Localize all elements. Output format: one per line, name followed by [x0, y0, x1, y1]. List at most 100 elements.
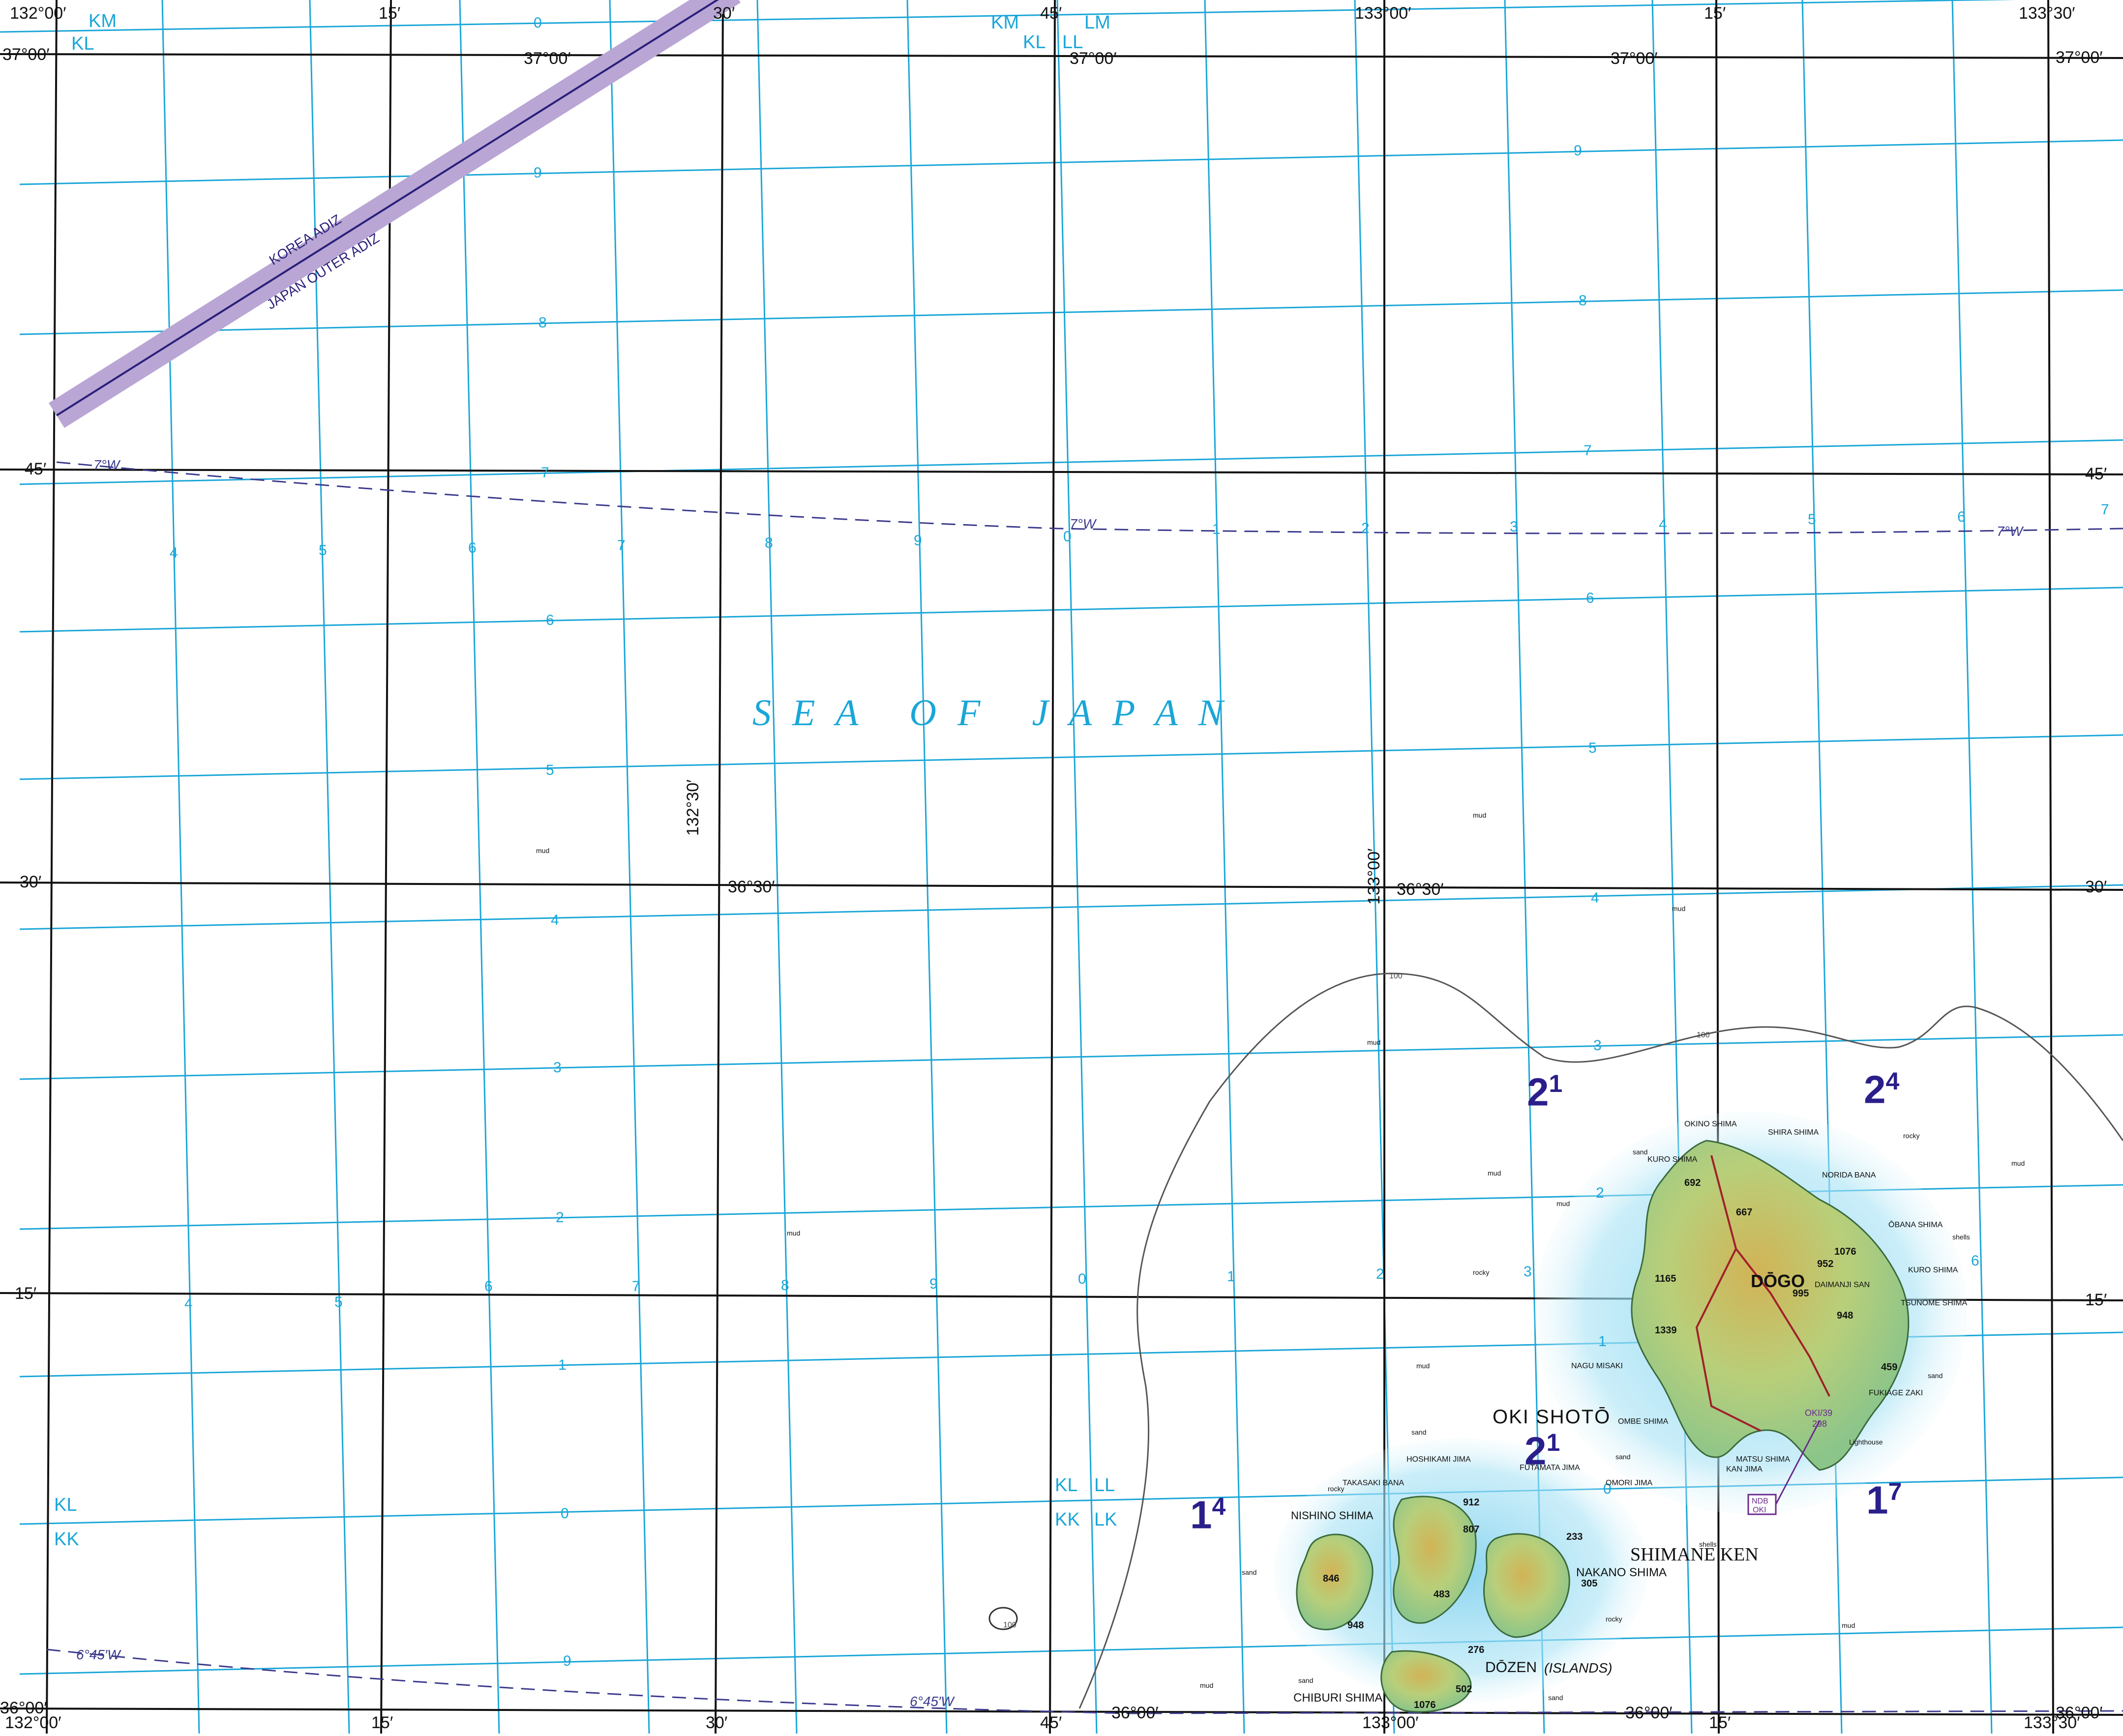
grid-col-4a: 4 [170, 545, 178, 561]
sheet-number-24: 24 [1864, 1067, 1900, 1112]
depth-contour-100 [1078, 972, 2123, 1709]
grid-row-6b: 6 [1586, 590, 1594, 606]
dogo-roads [1695, 1155, 1830, 1432]
zone-km-top: KM [89, 11, 117, 31]
grid-row-5b: 5 [1588, 740, 1597, 756]
lon-top-3: 45′ [1040, 4, 1062, 23]
note-mud-10: mud [1842, 1621, 1855, 1629]
sheet-number-17: 17 [1866, 1478, 1902, 1522]
grid-col-4c: 4 [184, 1295, 193, 1312]
lon-top-2: 30′ [713, 4, 735, 23]
elevation-305: 305 [1581, 1578, 1598, 1589]
lat-right-2: 30′ [2085, 878, 2107, 896]
elevation-948: 948 [1837, 1310, 1854, 1321]
grid-row-6: 6 [546, 612, 554, 628]
sea-of-japan-label: S E A O F J A P A N [752, 692, 1229, 734]
grid-row-3b: 3 [1593, 1037, 1602, 1054]
grid-row-3: 3 [553, 1059, 562, 1076]
dozen-islands-label: (ISLANDS) [1544, 1660, 1613, 1676]
grid-col-3c: 3 [1524, 1264, 1532, 1280]
note-sand-3: sand [1615, 1453, 1631, 1461]
okino-shima-label: OKINO SHIMA [1684, 1120, 1737, 1128]
note-mud-8: mud [1416, 1362, 1430, 1370]
grid-row-8: 8 [538, 315, 547, 331]
note-mud-3: mud [1672, 905, 1686, 912]
note-rocky-4: rocky [1606, 1615, 1622, 1623]
zone-kl-top: KL [71, 33, 94, 54]
note-sand-6: sand [1298, 1677, 1314, 1684]
kuro-shima-label-2: KURO SHIMA [1908, 1266, 1958, 1274]
grid-row-5: 5 [546, 762, 554, 778]
variation-label-4: 6°45′W [76, 1647, 121, 1662]
nishino-shima-label: NISHINO SHIMA [1291, 1509, 1374, 1522]
variation-label-1: 7°W [93, 457, 121, 472]
grid-row-9c: 9 [563, 1653, 571, 1669]
obana-shima-label: ŌBANA SHIMA [1888, 1221, 1943, 1229]
elevation-807: 807 [1463, 1524, 1480, 1535]
lon-inner-2: 133°00′ [1365, 848, 1383, 905]
grid-col-1a: 1 [1212, 521, 1221, 537]
note-rocky-3: rocky [1328, 1485, 1345, 1493]
elevation-1076b: 1076 [1414, 1700, 1436, 1710]
lat-left-3: 15′ [15, 1284, 37, 1303]
lighthouse-label: Lighthouse [1849, 1438, 1883, 1446]
grid-col-6b: 6 [1957, 509, 1966, 525]
note-sand-7: sand [1548, 1694, 1563, 1702]
elevation-1076: 1076 [1834, 1246, 1856, 1257]
grid-col-3a: 3 [1510, 519, 1518, 535]
matsu-shima-label: MATSU SHIMA [1736, 1455, 1790, 1464]
grid-col-1c: 1 [1227, 1268, 1235, 1285]
ombe-shima-label: OMBE SHIMA [1618, 1417, 1669, 1426]
note-mud-9: mud [2011, 1159, 2025, 1167]
lon-inner-1: 132°30′ [684, 779, 702, 836]
svg-text:OKI/39: OKI/39 [1805, 1408, 1832, 1418]
lon-bottom-0: 132°00′ [5, 1713, 61, 1732]
kan-jima-label: KAN JIMA [1726, 1465, 1763, 1473]
nagu-misaki-label: NAGU MISAKI [1571, 1362, 1623, 1370]
note-sand-2: sand [1411, 1428, 1427, 1436]
zone-ll-mid: LL [1094, 1475, 1115, 1496]
lat-left-4: 36°00′ [0, 1699, 47, 1717]
isogonic-lines [46, 461, 2123, 1714]
chiburi-shima-label: CHIBURI SHIMA [1293, 1691, 1383, 1705]
dogo-island [1631, 1140, 1910, 1471]
grid-col-8a: 8 [765, 535, 773, 551]
elevation-692: 692 [1684, 1177, 1701, 1188]
grid-col-7a: 7 [617, 537, 626, 554]
lat-inner-5: 36°30′ [1397, 880, 1444, 899]
grid-col-2c: 2 [1376, 1266, 1384, 1282]
fukiage-zaki-label: FUKIAGE ZAKI [1869, 1389, 1923, 1397]
nakano-shima-island [1483, 1533, 1570, 1638]
lon-bottom-5: 15′ [1709, 1713, 1731, 1732]
grid-col-2a: 2 [1361, 520, 1370, 536]
note-rocky-2: rocky [1903, 1132, 1920, 1140]
grid-row-1: 1 [558, 1357, 567, 1373]
grid-col-5a: 5 [319, 542, 327, 559]
grid-row-2b: 2 [1596, 1185, 1604, 1201]
lon-bottom-1: 15′ [371, 1713, 393, 1732]
lat-right-0: 37°00′ [2056, 48, 2103, 67]
lat-inner-3: 37°00′ [1611, 49, 1658, 68]
zone-kk-mid: KK [1055, 1509, 1080, 1530]
lon-bottom-3: 45′ [1040, 1713, 1062, 1732]
elevation-667: 667 [1736, 1207, 1753, 1218]
contour-label-3: 100 [1003, 1621, 1017, 1629]
grid-col-6a: 6 [468, 540, 477, 556]
note-shells-2: shells [1699, 1540, 1717, 1548]
note-mud-11: mud [1200, 1681, 1214, 1689]
kuro-shima-label-1: KURO SHIMA [1647, 1155, 1698, 1164]
grid-col-9a: 9 [914, 532, 922, 549]
grid-row-0: 0 [534, 15, 542, 31]
note-sand-4: sand [1928, 1372, 1943, 1380]
lat-inner-1: 37°00′ [524, 49, 571, 68]
grid-col-5b: 5 [1808, 511, 1816, 528]
elevation-952: 952 [1817, 1259, 1834, 1269]
note-mud-1: mud [536, 847, 550, 854]
elevation-483: 483 [1434, 1589, 1450, 1600]
svg-text:298: 298 [1812, 1419, 1827, 1429]
contour-label-1: 100 [1389, 972, 1403, 980]
grid-col-8c: 8 [781, 1277, 789, 1294]
hoshikami-jima-label: HOSHIKAMI JIMA [1406, 1455, 1471, 1464]
